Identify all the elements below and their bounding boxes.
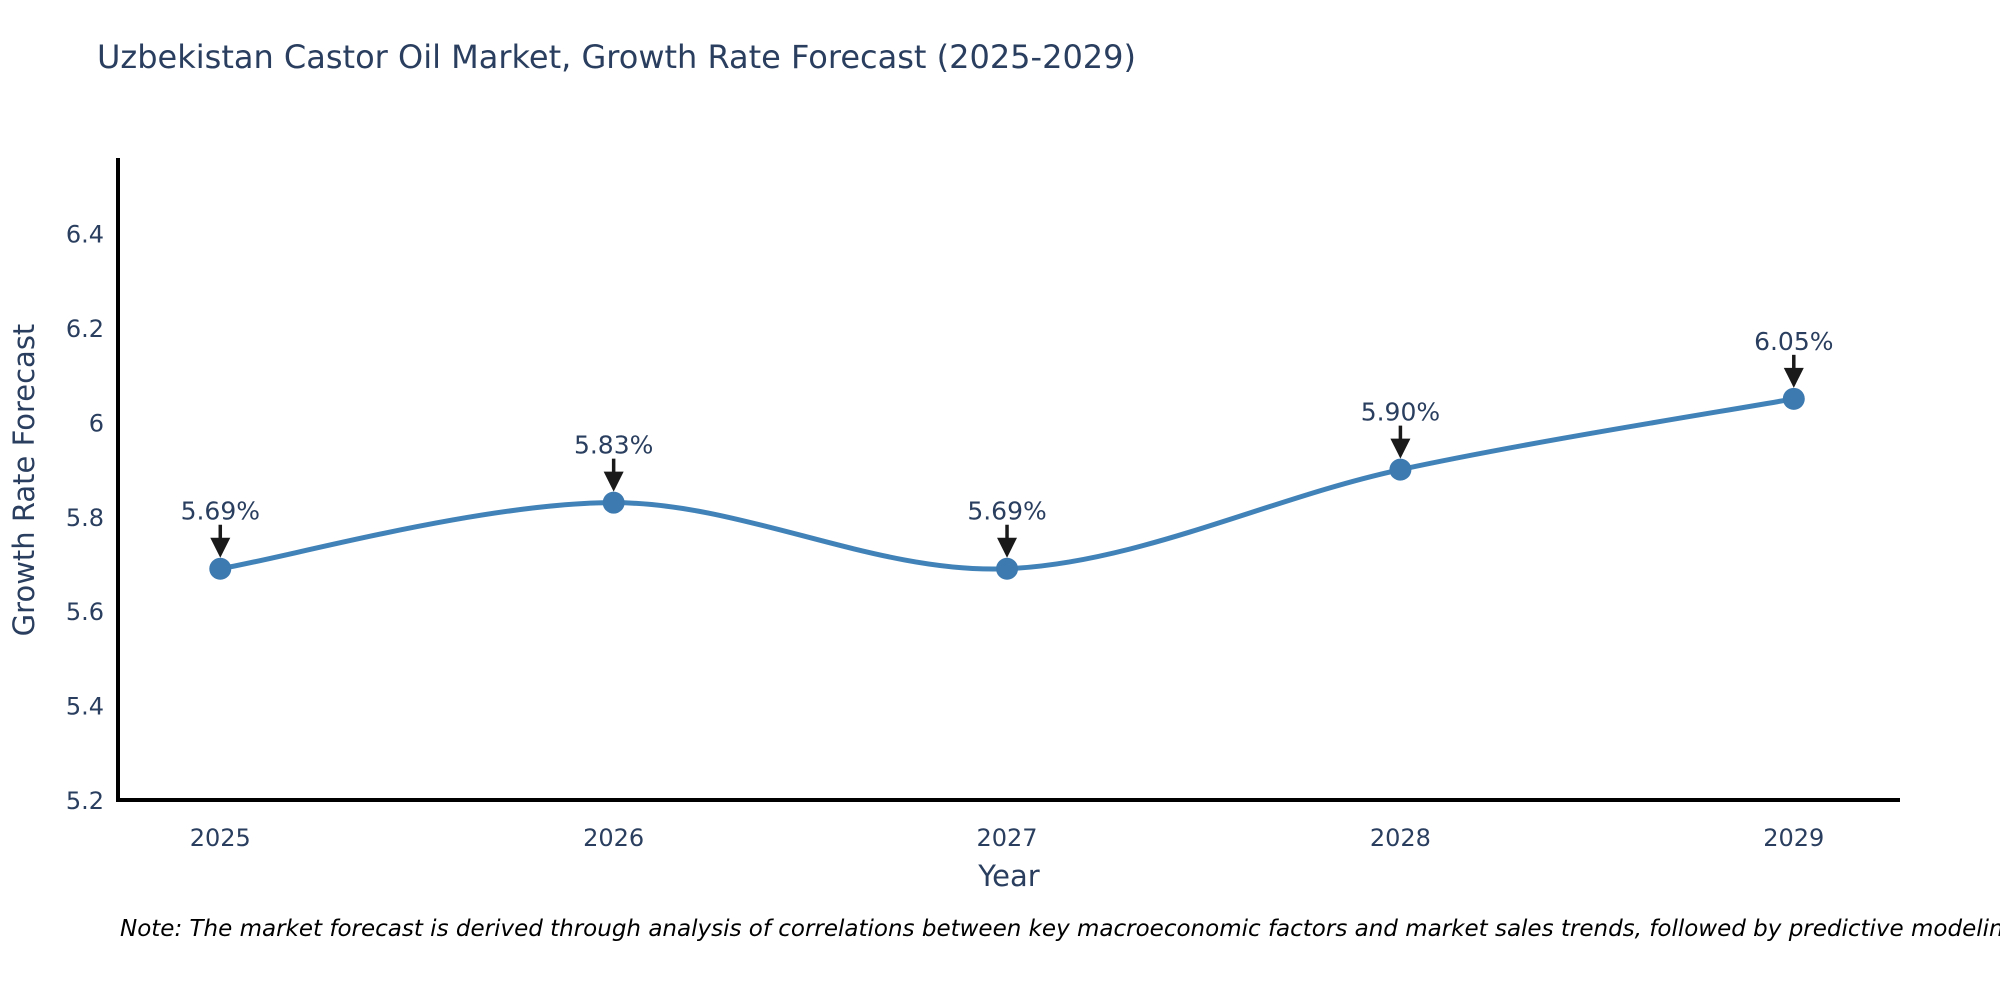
chart-title: Uzbekistan Castor Oil Market, Growth Rat… — [97, 38, 1136, 76]
x-axis-tick-label: 2028 — [1370, 824, 1431, 852]
data-point-marker — [1782, 387, 1805, 410]
y-axis-tick-label: 5.4 — [66, 693, 104, 721]
y-axis-tick-label: 5.6 — [66, 598, 104, 626]
data-point-marker — [1389, 458, 1412, 481]
y-axis-tick-label: 6.4 — [66, 221, 104, 249]
data-point-marker — [996, 557, 1019, 580]
data-point-label: 5.69% — [967, 497, 1046, 526]
annotation-arrow-head-icon — [210, 537, 231, 558]
data-point-label: 5.69% — [181, 497, 260, 526]
annotation-arrow-head-icon — [1390, 438, 1411, 459]
y-axis-tick-label: 5.2 — [66, 787, 104, 815]
footnote: Note: The market forecast is derived thr… — [120, 916, 2000, 942]
data-point-label: 5.90% — [1361, 398, 1440, 427]
data-point-marker — [602, 491, 625, 514]
data-point-label: 5.83% — [574, 431, 653, 460]
x-axis-tick-label: 2027 — [976, 824, 1037, 852]
y-axis-tick-label: 6 — [89, 409, 104, 437]
annotation-arrow-head-icon — [603, 471, 624, 492]
data-point-marker — [209, 557, 232, 580]
x-axis-tick-label: 2026 — [583, 824, 644, 852]
y-axis-title: Growth Rate Forecast — [7, 324, 41, 637]
annotation-arrow-head-icon — [997, 537, 1018, 558]
annotation-arrow-head-icon — [1783, 367, 1804, 388]
x-axis-title: Year — [977, 859, 1039, 893]
data-point-label: 6.05% — [1754, 327, 1833, 356]
x-axis-tick-label: 2025 — [190, 824, 251, 852]
y-axis-tick-label: 6.2 — [66, 315, 104, 343]
y-axis-tick-label: 5.8 — [66, 504, 104, 532]
x-axis-tick-label: 2029 — [1763, 824, 1824, 852]
